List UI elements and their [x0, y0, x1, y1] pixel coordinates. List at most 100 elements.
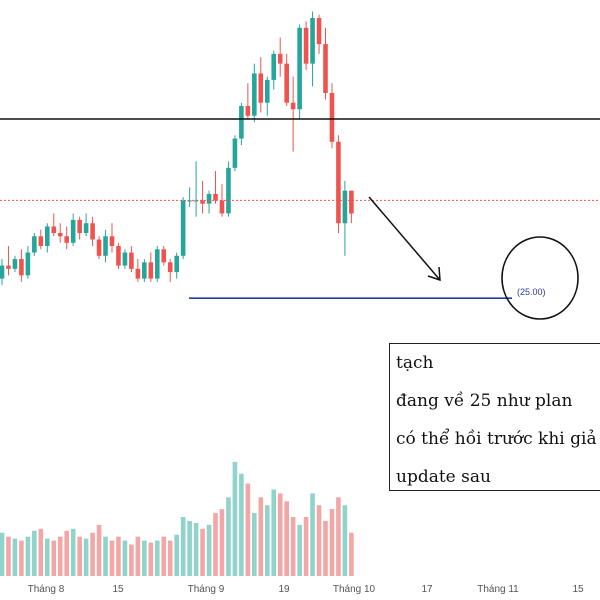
candle-body: [38, 236, 44, 247]
volume-bar: [284, 501, 289, 576]
candle-body: [342, 190, 348, 224]
volume-bar: [96, 524, 102, 576]
candle-body: [135, 268, 141, 279]
x-tick-label: Tháng 8: [28, 584, 65, 595]
volume-bar: [200, 528, 205, 576]
volume-bar: [6, 536, 11, 576]
candle-body: [329, 92, 335, 142]
volume-bar: [25, 536, 31, 576]
note-line-4: update sau: [396, 467, 491, 487]
down-arrow-shaft: [368, 196, 441, 281]
volume-bar: [148, 542, 154, 576]
candle-body: [77, 219, 82, 233]
volume-bar: [180, 517, 186, 576]
candle-body: [180, 200, 186, 256]
volume-bar: [213, 513, 218, 576]
volume-bar: [219, 509, 225, 576]
volume-bar: [297, 524, 302, 576]
volume-bar: [154, 540, 160, 576]
candle-body: [349, 190, 354, 214]
candle-body: [64, 236, 69, 243]
x-tick-label: Tháng 10: [333, 584, 376, 595]
volume-bar: [0, 532, 5, 576]
volume-bar: [329, 509, 335, 576]
volume-bar: [167, 540, 173, 576]
volume-bar: [349, 532, 354, 576]
x-tick-label: 15: [112, 584, 124, 595]
candle-body: [19, 259, 24, 276]
candle-body: [316, 18, 322, 45]
candle-body: [200, 200, 205, 204]
volume-bar: [12, 538, 18, 576]
volume-bar: [103, 536, 108, 576]
down-arrow-head: [427, 266, 441, 282]
candle-body: [70, 219, 76, 243]
candle-body: [25, 252, 31, 276]
candle-body: [6, 265, 11, 269]
candle-body: [226, 167, 231, 214]
volume-bar: [336, 497, 341, 576]
candle-body: [122, 252, 128, 266]
volume-bar: [303, 517, 309, 576]
note-line-3: có thể hồi trước khi giả: [396, 429, 597, 449]
volume-bar: [19, 540, 24, 576]
candle-body: [103, 236, 108, 256]
volume-bar: [38, 528, 44, 576]
volume-bar: [258, 497, 264, 576]
volume-bar: [44, 538, 50, 576]
volume-bar: [32, 530, 37, 576]
volume-bar: [122, 540, 128, 576]
volume-bar: [271, 489, 277, 576]
note-line-2: đang về 25 như plan: [396, 391, 573, 411]
candle-body: [303, 27, 309, 64]
x-axis: Tháng 8 15 Tháng 9 19 Tháng 10 17 Tháng 11 15: [28, 584, 584, 595]
candle-body: [258, 73, 264, 103]
volume-bar: [342, 505, 348, 576]
candle-body: [51, 226, 57, 233]
candle-body: [219, 200, 225, 214]
candle-body: [154, 249, 160, 279]
volume-bar: [135, 536, 141, 576]
candle-body: [277, 53, 283, 64]
volume-bar: [83, 538, 89, 576]
x-tick-label: 19: [278, 584, 290, 595]
candle-body: [167, 262, 173, 273]
note-line-1: tạch: [396, 353, 434, 373]
volume-bar: [161, 536, 167, 576]
candle-body: [232, 138, 238, 168]
candle-body: [44, 226, 50, 247]
x-tick-label: 17: [421, 584, 433, 595]
volume-bar: [51, 540, 57, 576]
x-tick-label: Tháng 11: [477, 584, 519, 595]
volume-bar: [310, 493, 315, 576]
volume-bar: [316, 505, 322, 576]
candle-body: [161, 249, 167, 263]
volume-bar: [77, 536, 82, 576]
candle-body: [32, 236, 37, 253]
volume-bar: [70, 528, 76, 576]
candle-body: [109, 236, 115, 247]
candle-body: [284, 63, 289, 103]
volume-bar: [277, 493, 283, 576]
volume-bar: [187, 520, 192, 576]
volume-bar: [90, 532, 95, 576]
candle-body: [57, 233, 63, 237]
candle-body: [12, 259, 18, 269]
x-tick-label: 15: [572, 584, 584, 595]
candle-body: [252, 73, 257, 116]
target-level-label: (25.00): [517, 287, 546, 297]
candle-body: [310, 18, 315, 64]
candle-body: [323, 44, 328, 93]
target-circle-annotation: [501, 236, 579, 320]
volume-bar: [323, 520, 328, 576]
candle-body: [245, 105, 251, 116]
candle-body: [213, 193, 218, 201]
volume-layer: [0, 461, 354, 576]
candle-body: [129, 252, 134, 269]
candle-body: [90, 223, 95, 240]
x-tick-label: Tháng 9: [188, 584, 225, 595]
candle-body: [336, 141, 341, 224]
volume-bar: [57, 536, 63, 576]
candle-body: [239, 105, 244, 139]
